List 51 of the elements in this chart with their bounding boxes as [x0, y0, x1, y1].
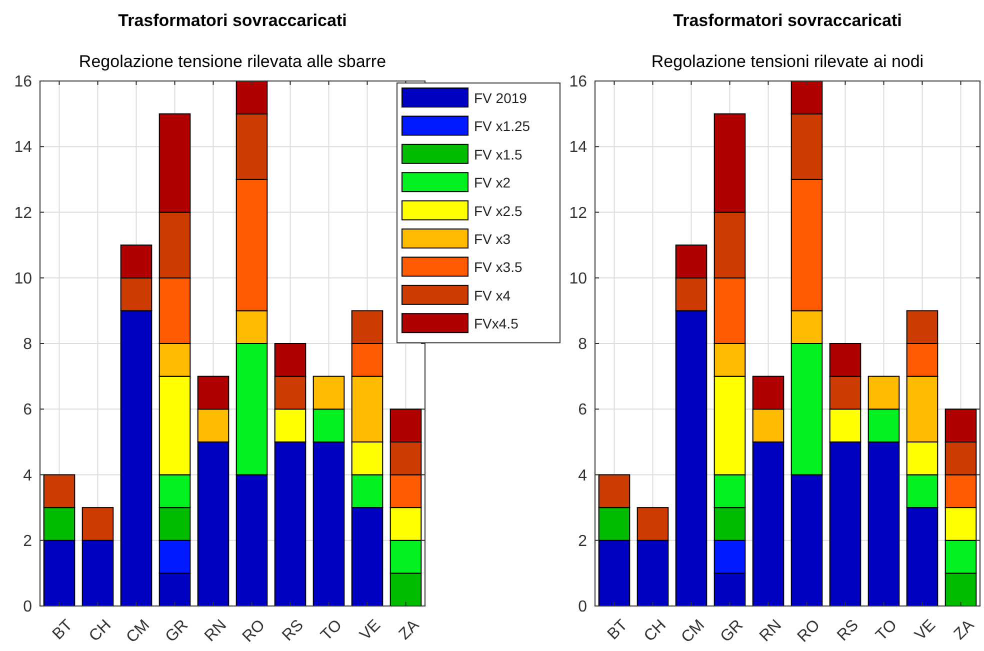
y-tick-label: 8	[23, 336, 32, 354]
y-tick-label: 16	[569, 74, 588, 91]
x-tick-label: RS	[834, 616, 862, 644]
legend-label: FV x1.25	[474, 118, 530, 134]
x-tick-label: RO	[794, 616, 824, 646]
y-tick-label: 2	[578, 532, 588, 550]
x-tick-label: GR	[162, 616, 192, 646]
x-tick-label: CH	[86, 616, 114, 646]
y-tick-label: 4	[578, 467, 588, 484]
x-tick-label: CH	[641, 616, 670, 646]
chart-title: Trasformatori sovraccaricati	[118, 11, 347, 30]
x-tick-label: RN	[202, 616, 230, 646]
legend-label: FV x4	[474, 287, 511, 304]
y-tick-label: 8	[578, 336, 588, 354]
x-tick-label: ZA	[396, 616, 423, 644]
x-tick-label: VE	[912, 616, 939, 644]
legend-label: FV x3	[474, 231, 511, 247]
y-tick-label: 10	[569, 270, 588, 288]
x-tick-label: RN	[756, 616, 785, 646]
legend-label: FV x1.5	[474, 146, 522, 162]
chart-title: Trasformatori sovraccaricati	[673, 11, 902, 30]
y-tick-label: 14	[569, 139, 588, 156]
y-tick-label: 6	[578, 402, 588, 419]
y-tick-label: 2	[23, 532, 32, 550]
chart-subtitle: Regolazione tensione rilevata alle sbarre	[78, 52, 386, 71]
y-tick-label: 16	[14, 74, 32, 91]
y-tick-label: 12	[14, 204, 32, 222]
y-tick-label: 14	[14, 139, 32, 156]
y-tick-label: 0	[23, 598, 32, 616]
x-tick-label: ZA	[951, 616, 978, 644]
y-tick-label: 0	[578, 598, 588, 616]
x-tick-label: BT	[604, 616, 632, 644]
x-tick-label: BT	[50, 616, 76, 644]
y-tick-label: 4	[23, 467, 32, 484]
y-tick-label: 6	[23, 402, 32, 419]
y-tick-label: 10	[14, 270, 32, 288]
chart-subtitle: Regolazione tensioni rilevate ai nodi	[651, 52, 924, 71]
x-tick-label: CM	[123, 616, 153, 646]
legend-label: FV x2.5	[474, 202, 522, 219]
y-tick-label: 12	[569, 204, 588, 222]
x-tick-label: GR	[718, 616, 746, 646]
legend-label: FV x3.5	[474, 259, 522, 276]
x-tick-label: VE	[356, 616, 384, 644]
x-tick-label: TO	[872, 616, 900, 644]
x-tick-label: RO	[240, 616, 268, 646]
x-tick-label: TO	[318, 616, 346, 644]
x-tick-label: CM	[678, 616, 708, 646]
x-tick-label: RS	[279, 616, 307, 644]
legend-label: FVx4.5	[474, 316, 519, 332]
legend-label: FV 2019	[474, 90, 528, 106]
legend-label: FV x2	[474, 174, 511, 191]
